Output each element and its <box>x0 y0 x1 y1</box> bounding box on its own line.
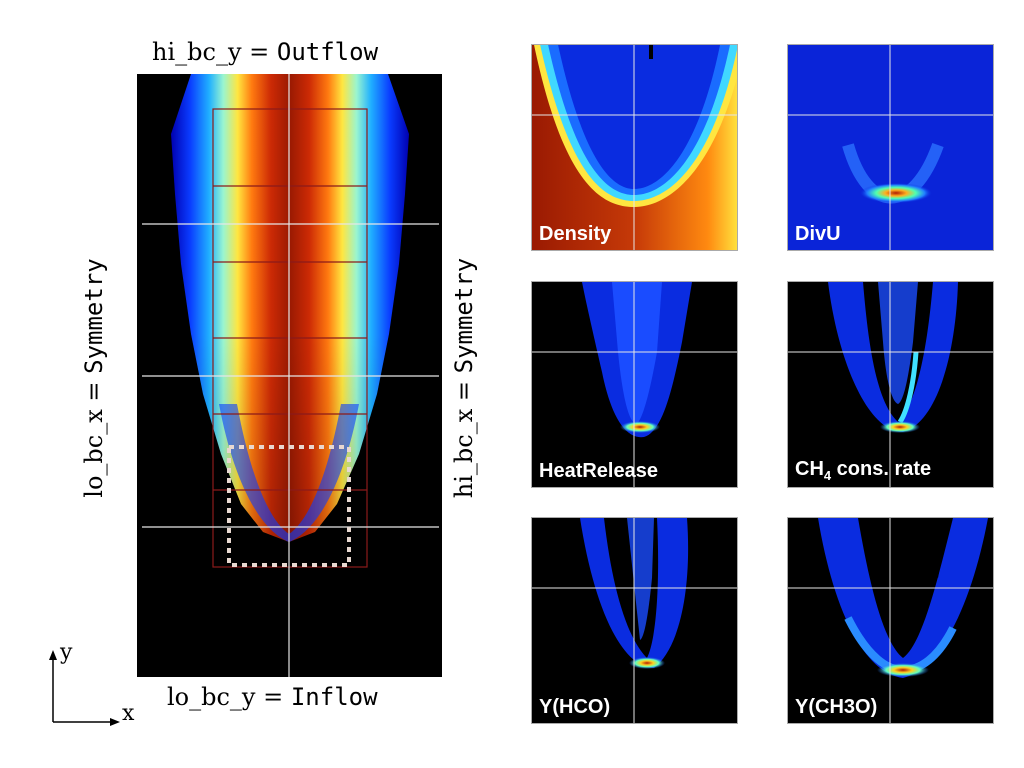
ch4-label-rest: cons. rate <box>831 458 932 480</box>
ch4-rate-field <box>788 282 993 487</box>
right-boundary-value: Symmetry <box>450 257 478 374</box>
x-arrow-icon <box>110 718 120 726</box>
density-field <box>532 45 737 250</box>
hco-panel: Y(HCO) <box>531 517 738 724</box>
ch3o-label: Y(CH3O) <box>795 696 878 718</box>
amr-grid-boxes <box>212 108 368 568</box>
right-boundary-prefix: hi_bc_x = <box>450 373 478 499</box>
hco-label: Y(HCO) <box>539 696 611 718</box>
density-marker <box>649 45 653 59</box>
zoom-region-box <box>227 445 351 567</box>
ch4-rate-label: CH4 cons. rate <box>795 458 931 483</box>
density-panel: Density <box>531 44 738 251</box>
heat-release-field <box>532 282 737 487</box>
top-boundary-label: hi_bc_y = Outflow <box>152 40 378 64</box>
top-boundary-prefix: hi_bc_y = <box>152 38 277 66</box>
axes-indicator <box>49 650 120 726</box>
bottom-boundary-value: Inflow <box>290 683 378 711</box>
left-boundary-prefix: lo_bc_x = <box>80 373 108 498</box>
x-axis-label: x <box>122 701 135 726</box>
left-boundary-value: Symmetry <box>80 258 108 374</box>
ch3o-field <box>788 518 993 723</box>
right-boundary-label: hi_bc_x = Symmetry <box>450 257 478 499</box>
y-axis-label: y <box>60 640 73 665</box>
hco-field <box>532 518 737 723</box>
divu-field <box>788 45 993 250</box>
ch4-label-main: CH <box>795 458 824 480</box>
coarse-grid-lines <box>142 74 439 677</box>
ch4-rate-panel: CH4 cons. rate <box>787 281 994 488</box>
heat-release-label: HeatRelease <box>539 460 658 482</box>
left-boundary-label: lo_bc_x = Symmetry <box>80 258 108 498</box>
bottom-boundary-prefix: lo_bc_y = <box>167 683 291 711</box>
top-boundary-value: Outflow <box>276 38 379 66</box>
divu-label: DivU <box>795 223 841 245</box>
main-flame-field <box>137 74 442 677</box>
divu-panel: DivU <box>787 44 994 251</box>
main-flame-image <box>137 74 442 677</box>
ch3o-panel: Y(CH3O) <box>787 517 994 724</box>
density-label: Density <box>539 223 612 245</box>
bottom-boundary-label: lo_bc_y = Inflow <box>167 685 378 709</box>
heat-release-panel: HeatRelease <box>531 281 738 488</box>
y-arrow-icon <box>49 650 57 660</box>
ch4-label-subscript: 4 <box>823 468 832 483</box>
